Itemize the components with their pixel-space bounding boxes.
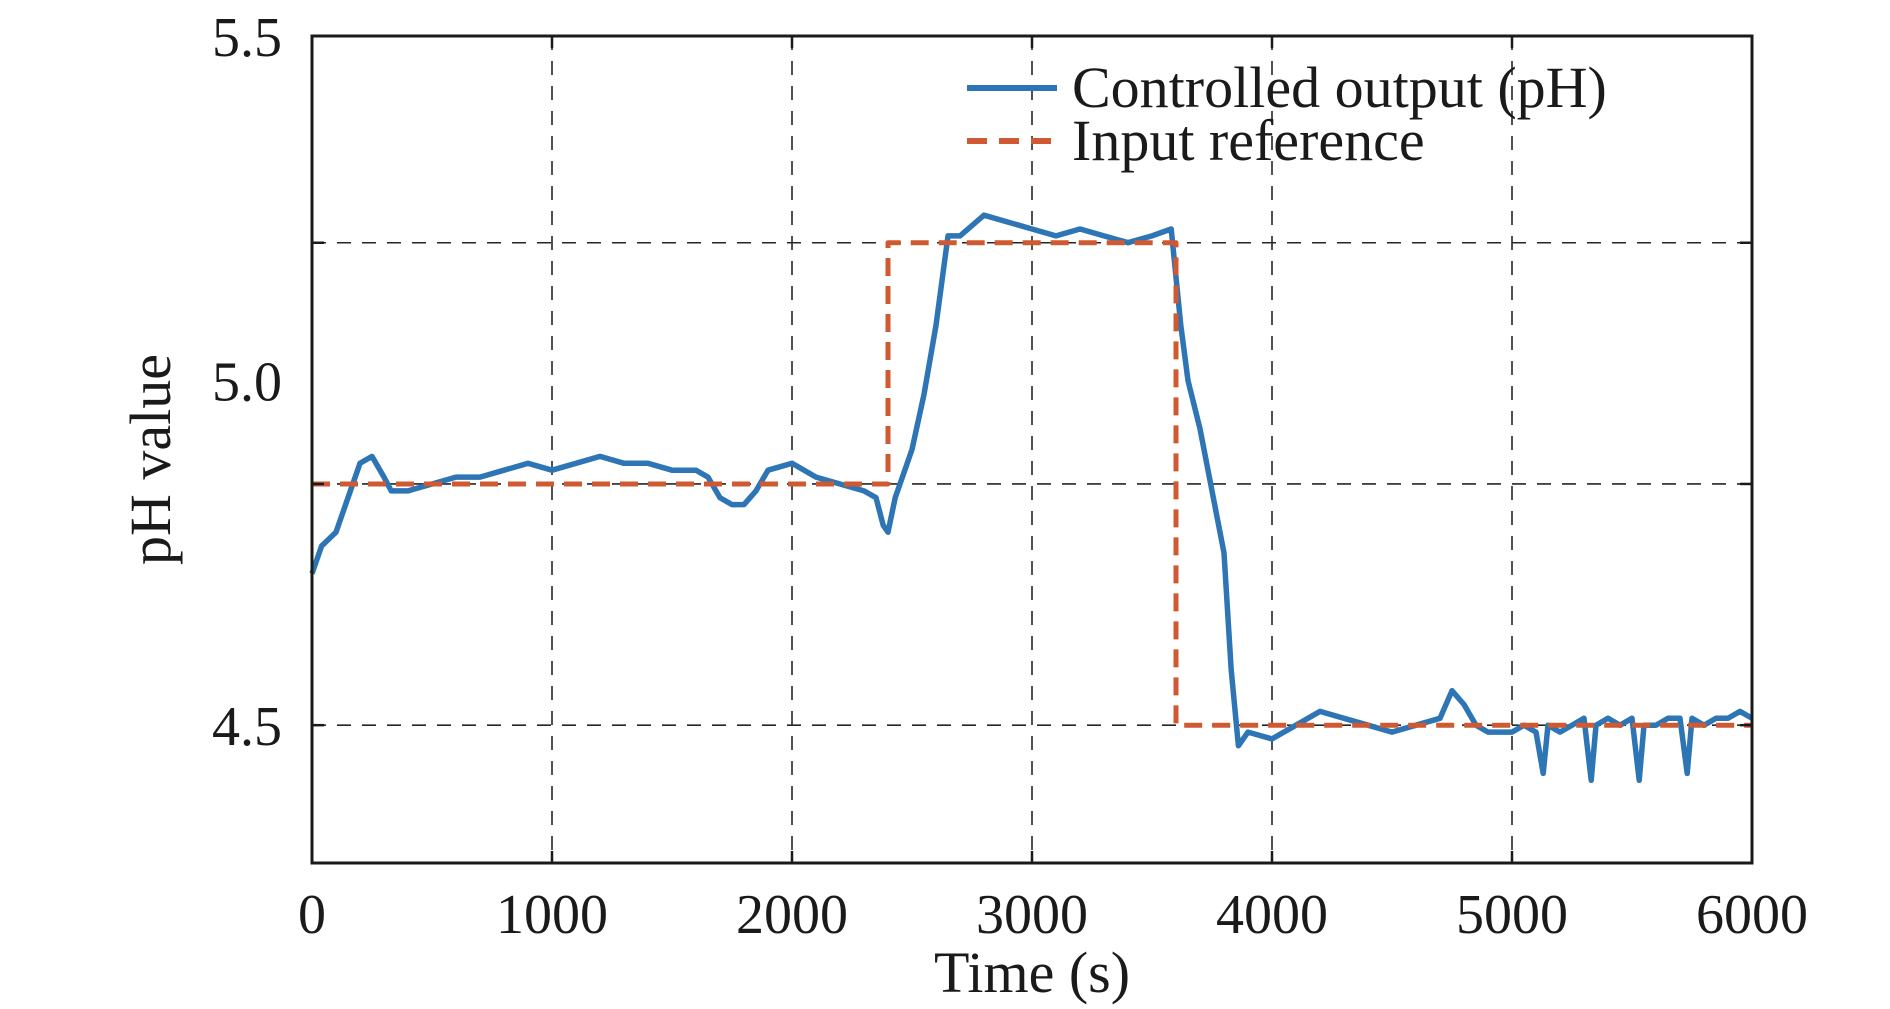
series-line-controlled-output bbox=[309, 212, 1754, 784]
x-tick-label: 2000 bbox=[736, 884, 848, 946]
y-axis-title: pH value bbox=[118, 354, 183, 565]
grid-lines bbox=[312, 36, 1752, 863]
legend-label: Controlled output (pH) bbox=[1072, 55, 1607, 120]
x-tick-label: 4000 bbox=[1216, 884, 1328, 946]
x-tick-label: 1000 bbox=[496, 884, 608, 946]
axis-ticks: 0 1000 2000 3000 4000 5000 6000 4.5 5.0 5.5 bbox=[212, 7, 1808, 946]
y-tick-label: 4.5 bbox=[212, 696, 282, 758]
legend-label: Input reference bbox=[1072, 108, 1425, 173]
legend: Controlled output (pH)Input reference bbox=[967, 55, 1607, 173]
x-tick-label: 5000 bbox=[1456, 884, 1568, 946]
x-tick-label: 0 bbox=[298, 884, 326, 946]
y-tick-label: 5.0 bbox=[212, 352, 282, 414]
x-axis-title: Time (s) bbox=[934, 940, 1130, 1005]
series-layer bbox=[309, 212, 1754, 784]
x-tick-label: 3000 bbox=[976, 884, 1088, 946]
y-tick-label: 5.5 bbox=[212, 7, 282, 69]
x-tick-label: 6000 bbox=[1696, 884, 1808, 946]
series-line-input-reference bbox=[312, 240, 1752, 728]
